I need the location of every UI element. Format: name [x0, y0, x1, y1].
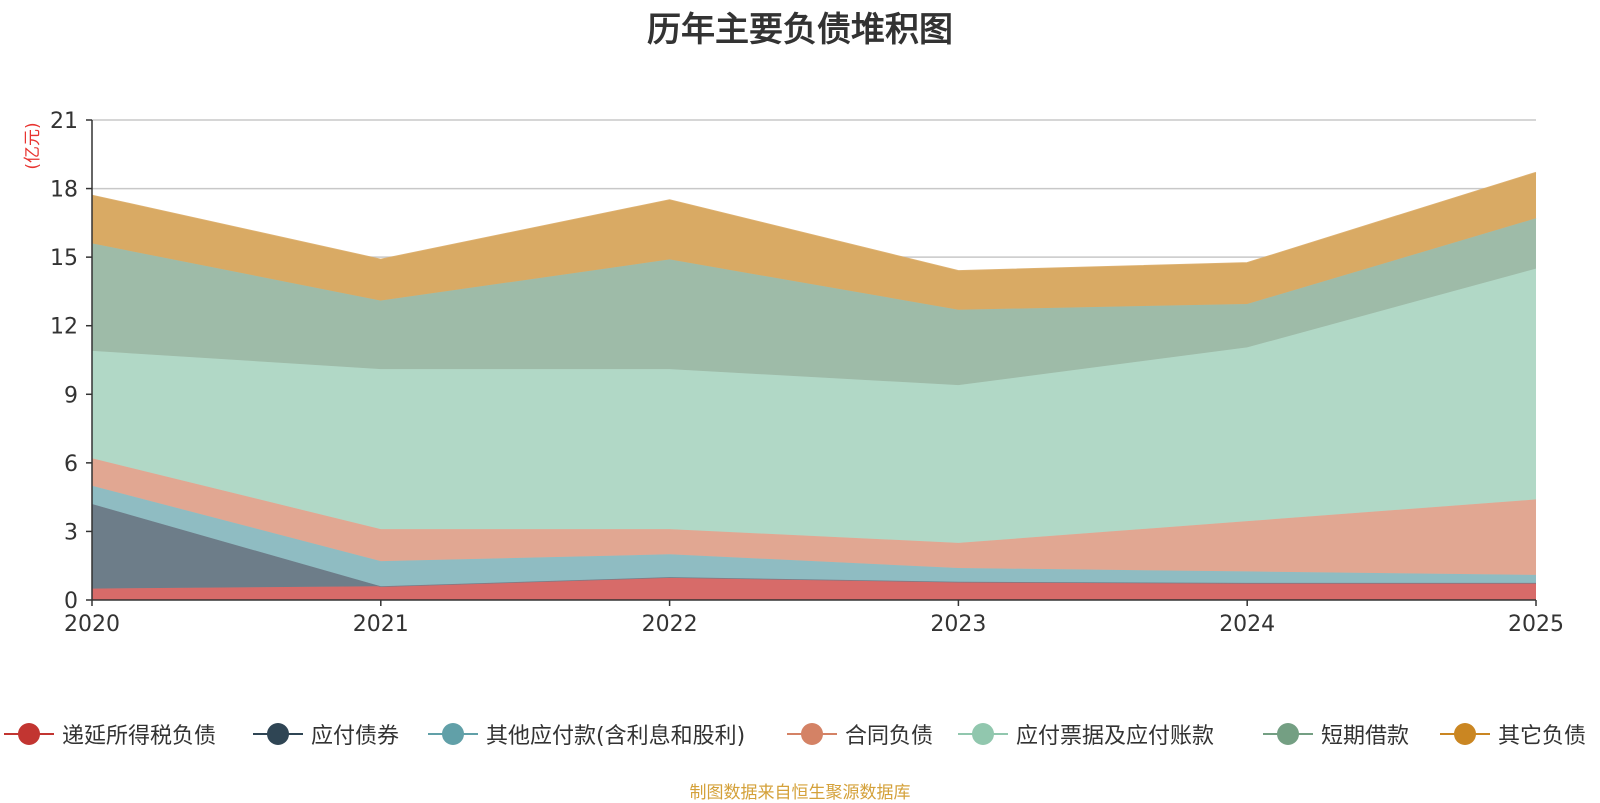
- legend-marker-icon: [4, 722, 54, 746]
- legend-item-4[interactable]: 应付票据及应付账款: [958, 716, 1214, 752]
- legend-label: 应付票据及应付账款: [1016, 724, 1215, 749]
- legend-label: 应付债券: [311, 724, 400, 749]
- legend: 递延所得税负债 应付债券 其他应付款(含利息和股利) 合同负债 应付票据及应付账款 短期借…: [0, 716, 1600, 752]
- y-tick-label: 9: [64, 383, 78, 408]
- area-top-line-4: [91, 267, 1537, 386]
- area-series-3[interactable]: [92, 458, 1536, 575]
- legend-item-3[interactable]: 合同负债: [787, 716, 933, 752]
- x-tick-label: 2023: [930, 612, 986, 637]
- y-tick-label: 0: [64, 589, 78, 614]
- area-series-5[interactable]: [92, 218, 1536, 386]
- x-tick-label: 2025: [1508, 612, 1564, 637]
- legend-item-5[interactable]: 短期借款: [1263, 716, 1409, 752]
- x-tick-label: 2024: [1219, 612, 1275, 637]
- data-source-note: 制图数据来自恒生聚源数据库: [689, 783, 911, 803]
- y-tick-label: 15: [50, 246, 78, 271]
- x-tick-label: 2022: [642, 612, 698, 637]
- legend-marker-icon: [253, 722, 303, 746]
- y-tick-label: 21: [50, 109, 78, 134]
- legend-label: 其他应付款(含利息和股利): [486, 724, 746, 749]
- legend-marker-icon: [1263, 722, 1313, 746]
- legend-label: 递延所得税负债: [62, 724, 217, 749]
- legend-marker-icon: [1440, 722, 1490, 746]
- x-tick-label: 2021: [353, 612, 409, 637]
- area-series-4[interactable]: [92, 268, 1536, 543]
- axes: 0 3 6 9 12 15 18 21 2020 2021 2022 2023 2024 2025: [50, 109, 1564, 637]
- y-tick-label: 6: [64, 452, 78, 477]
- stacked-areas: [91, 171, 1537, 600]
- x-tick-label: 2020: [64, 612, 120, 637]
- y-tick-label: 3: [64, 520, 78, 545]
- legend-label: 其它负债: [1498, 724, 1587, 749]
- legend-marker-icon: [787, 722, 837, 746]
- chart-title: 历年主要负债堆积图: [647, 10, 953, 50]
- legend-item-2[interactable]: 其他应付款(含利息和股利): [428, 716, 745, 752]
- legend-item-1[interactable]: 应付债券: [253, 716, 399, 752]
- y-axis-label: (亿元): [23, 122, 43, 169]
- y-tick-label: 12: [50, 315, 78, 340]
- legend-item-0[interactable]: 递延所得税负债: [4, 716, 216, 752]
- legend-marker-icon: [958, 722, 1008, 746]
- area-series-1[interactable]: [92, 504, 1536, 589]
- legend-marker-icon: [428, 722, 478, 746]
- y-tick-label: 18: [50, 178, 78, 203]
- legend-item-6[interactable]: 其它负债: [1440, 716, 1586, 752]
- area-top-line-2: [91, 484, 1537, 576]
- area-series-2[interactable]: [92, 485, 1536, 587]
- area-top-line-6: [91, 171, 1537, 272]
- legend-label: 短期借款: [1321, 724, 1410, 749]
- area-series-6[interactable]: [92, 172, 1536, 310]
- legend-label: 合同负债: [845, 724, 934, 749]
